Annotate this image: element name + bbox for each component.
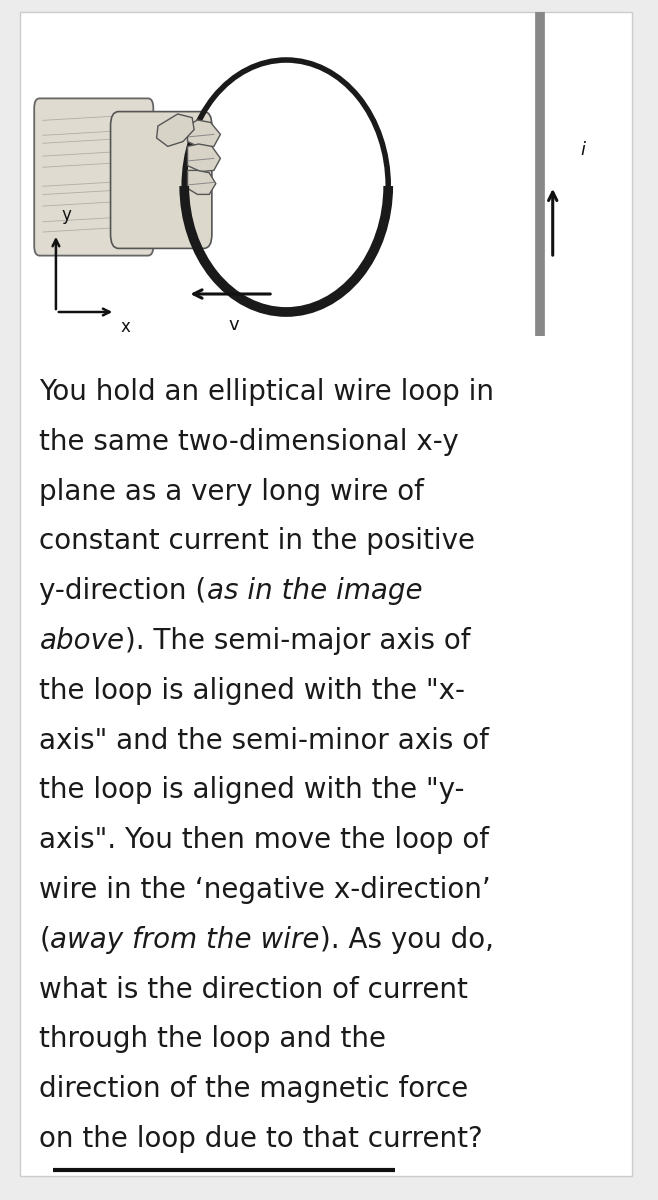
Text: through the loop and the: through the loop and the xyxy=(39,1025,386,1054)
Polygon shape xyxy=(188,144,220,172)
Text: x: x xyxy=(120,318,130,336)
Polygon shape xyxy=(157,114,194,146)
Polygon shape xyxy=(188,120,220,148)
FancyBboxPatch shape xyxy=(34,98,153,256)
Text: ). The semi-major axis of: ). The semi-major axis of xyxy=(124,626,470,655)
Text: i: i xyxy=(580,140,586,158)
Polygon shape xyxy=(188,170,216,194)
Text: the same two-dimensional x-y: the same two-dimensional x-y xyxy=(39,427,459,456)
Text: the loop is aligned with the "x-: the loop is aligned with the "x- xyxy=(39,677,465,704)
Text: the loop is aligned with the "y-: the loop is aligned with the "y- xyxy=(39,776,465,804)
Text: axis" and the semi-minor axis of: axis" and the semi-minor axis of xyxy=(39,726,490,755)
Text: above: above xyxy=(39,626,124,655)
Text: y-direction (: y-direction ( xyxy=(39,577,207,605)
Text: (: ( xyxy=(39,925,50,954)
FancyBboxPatch shape xyxy=(20,12,632,1176)
Text: constant current in the positive: constant current in the positive xyxy=(39,527,476,556)
Text: ). As you do,: ). As you do, xyxy=(320,925,494,954)
Text: You hold an elliptical wire loop in: You hold an elliptical wire loop in xyxy=(39,378,494,406)
Text: what is the direction of current: what is the direction of current xyxy=(39,976,468,1003)
FancyBboxPatch shape xyxy=(111,112,212,248)
Text: wire in the ‘negative x-direction’: wire in the ‘negative x-direction’ xyxy=(39,876,492,904)
Ellipse shape xyxy=(184,60,388,312)
Text: y: y xyxy=(61,206,71,224)
Text: axis". You then move the loop of: axis". You then move the loop of xyxy=(39,826,490,854)
Text: v: v xyxy=(228,316,239,334)
Text: direction of the magnetic force: direction of the magnetic force xyxy=(39,1075,468,1103)
Text: plane as a very long wire of: plane as a very long wire of xyxy=(39,478,424,505)
Text: away from the wire: away from the wire xyxy=(50,925,320,954)
Text: on the loop due to that current?: on the loop due to that current? xyxy=(39,1124,483,1153)
Text: as in the image: as in the image xyxy=(207,577,422,605)
